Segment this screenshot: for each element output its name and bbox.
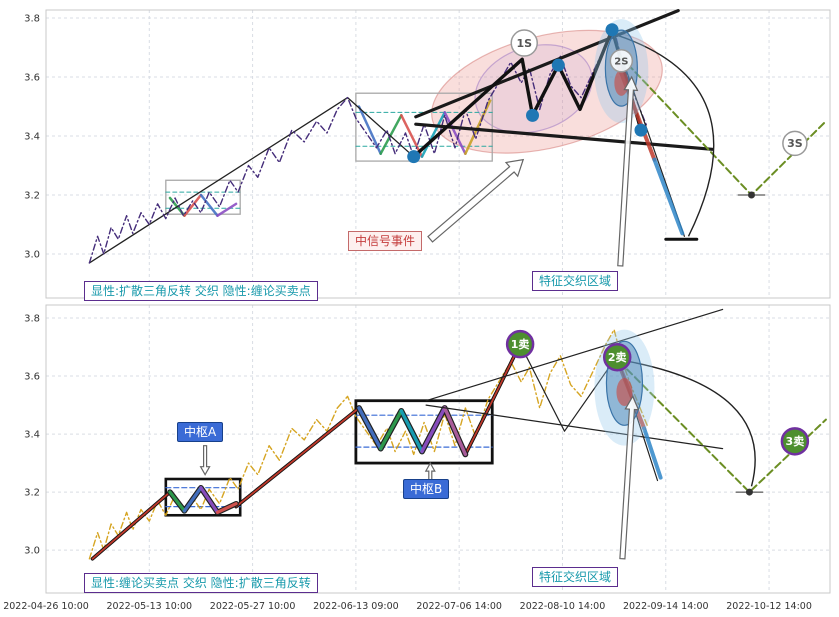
svg-text:1S: 1S (516, 37, 532, 50)
svg-text:3.2: 3.2 (24, 488, 40, 499)
svg-text:3.4: 3.4 (24, 430, 40, 441)
svg-text:2022-07-06 14:00: 2022-07-06 14:00 (416, 601, 502, 612)
svg-text:2022-10-12 14:00: 2022-10-12 14:00 (726, 601, 812, 612)
svg-text:3.8: 3.8 (24, 13, 40, 24)
svg-text:3.6: 3.6 (24, 72, 40, 83)
svg-text:2022-05-13 10:00: 2022-05-13 10:00 (106, 601, 192, 612)
pivot-b-label: 中枢B (403, 479, 450, 499)
svg-text:2022-04-26 10:00: 2022-04-26 10:00 (3, 601, 89, 612)
feature-region-label-bottom: 特征交织区域 (532, 567, 619, 587)
svg-text:3.6: 3.6 (24, 372, 40, 383)
svg-text:1卖: 1卖 (511, 337, 530, 351)
svg-text:2022-06-13 09:00: 2022-06-13 09:00 (313, 601, 399, 612)
signal-event-label: 中信号事件 (348, 231, 423, 251)
svg-text:3.0: 3.0 (24, 546, 40, 557)
bottom-panel-caption: 显性:缠论买卖点 交织 隐性:扩散三角反转 (84, 573, 318, 593)
pivot-a-label: 中枢A (177, 422, 224, 442)
top-panel-caption: 显性:扩散三角反转 交织 隐性:缠论买卖点 (84, 281, 318, 301)
svg-text:2S: 2S (614, 57, 628, 68)
svg-text:3.8: 3.8 (24, 314, 40, 325)
svg-text:3.0: 3.0 (24, 250, 40, 261)
svg-text:3.4: 3.4 (24, 132, 40, 143)
feature-region-label-top: 特征交织区域 (532, 271, 619, 291)
svg-text:2022-05-27 10:00: 2022-05-27 10:00 (210, 601, 296, 612)
svg-text:2卖: 2卖 (608, 350, 627, 364)
svg-text:2022-08-10 14:00: 2022-08-10 14:00 (520, 601, 606, 612)
svg-text:3S: 3S (787, 137, 803, 150)
svg-text:3卖: 3卖 (786, 434, 805, 448)
svg-text:3.2: 3.2 (24, 191, 40, 202)
svg-text:2022-09-14 14:00: 2022-09-14 14:00 (623, 601, 709, 612)
